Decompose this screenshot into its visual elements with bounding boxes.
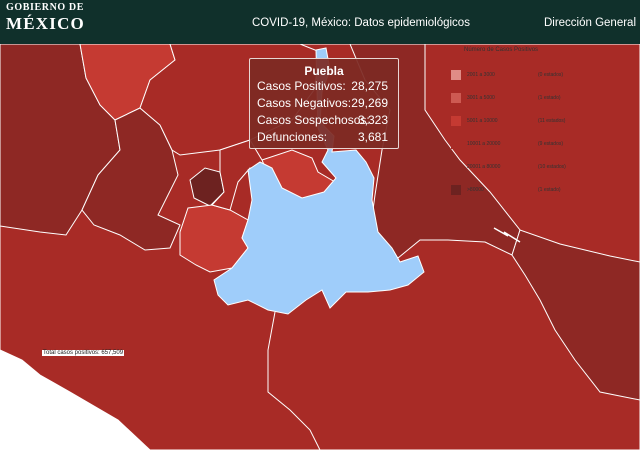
legend-swatch [451, 139, 461, 149]
region-border-line [117, 419, 129, 441]
tooltip-row: Casos Sospechosos: 3,323 [250, 112, 398, 129]
tooltip-value: 3,323 [357, 113, 388, 127]
legend-count: (9 estados) [538, 141, 564, 147]
tooltip-label: Casos Sospechosos: [257, 113, 370, 127]
legend-range: 3001 a 5000 [467, 95, 495, 101]
logo-line-1: GOBIERNO DE [6, 2, 85, 13]
legend-count: (10 estados) [538, 164, 566, 170]
legend-swatch [451, 162, 461, 172]
tooltip-row: Casos Positivos: 28,275 [250, 78, 398, 95]
tooltip-value: 28,275 [351, 79, 388, 93]
page-title: COVID-19, México: Datos epidemiológicos [252, 17, 470, 29]
legend-item[interactable]: 3001 a 5000 (1 estado) [451, 93, 621, 103]
tooltip-state-name: Puebla [304, 64, 344, 78]
legend-count: (1 estado) [538, 95, 561, 101]
legend-count: (0 estados) [538, 72, 564, 78]
legend-item[interactable]: 20001 a 80000 (10 estados) [451, 162, 621, 172]
tooltip-value: 3,681 [357, 130, 388, 144]
tooltip-label: Casos Positivos: [257, 79, 346, 93]
state-region-central[interactable] [211, 139, 269, 211]
legend-count: (1 estado) [538, 187, 561, 193]
legend-range: 5001 a 10000 [467, 118, 498, 124]
tooltip-label: Defunciones: [257, 130, 328, 144]
coast-detail [493, 227, 521, 243]
legend-range: 20001 a 80000 [467, 164, 501, 170]
tooltip-label: Casos Negativos: [257, 96, 352, 110]
legend-swatch [451, 93, 461, 103]
region-border-line [267, 311, 321, 450]
legend-title: Número de Casos Positivos [464, 47, 539, 53]
legend-swatch [451, 116, 461, 126]
legend-range: 10001 a 20000 [467, 141, 501, 147]
direction-link[interactable]: Dirección General [543, 17, 636, 29]
map-legend: Número de Casos Positivos 2001 a 3000 (0… [438, 44, 638, 204]
header-bar: GOBIERNO DE MÉXICO COVID-19, México: Dat… [0, 0, 640, 44]
legend-count: (11 estados) [538, 118, 566, 124]
legend-item[interactable]: 5001 a 10000 (11 estados) [451, 116, 621, 126]
legend-range: 2001 a 3000 [467, 72, 495, 78]
state-tooltip: Puebla Casos Positivos: 28,275 Casos Neg… [249, 58, 399, 149]
legend-swatch [451, 185, 461, 195]
logo-line-2: MÉXICO [6, 14, 85, 33]
tooltip-value: 29,269 [351, 96, 388, 110]
state-region-southeast[interactable] [511, 229, 640, 401]
state-puebla-selected[interactable] [213, 47, 425, 315]
gobierno-logo[interactable]: GOBIERNO DE MÉXICO [6, 2, 85, 33]
total-cases-label: Total casos positivos: 657,509 [42, 350, 125, 356]
legend-item[interactable]: >80000 (1 estado) [451, 185, 621, 195]
tooltip-row: Defunciones: 3,681 [250, 129, 398, 146]
tooltip-row: Casos Negativos: 29,269 [250, 95, 398, 112]
legend-item[interactable]: 2001 a 3000 (0 estados) [451, 70, 621, 80]
legend-range: >80000 [467, 187, 484, 193]
legend-swatch [451, 70, 461, 80]
legend-item[interactable]: 10001 a 20000 (9 estados) [451, 139, 621, 149]
